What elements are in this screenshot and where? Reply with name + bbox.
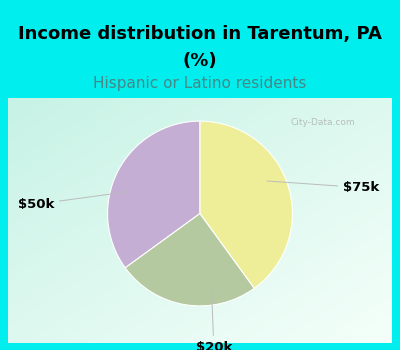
Text: $75k: $75k bbox=[267, 181, 380, 194]
Wedge shape bbox=[200, 121, 292, 288]
Text: $50k: $50k bbox=[18, 191, 129, 211]
Wedge shape bbox=[108, 121, 200, 268]
Wedge shape bbox=[125, 214, 254, 306]
Text: City-Data.com: City-Data.com bbox=[290, 118, 355, 127]
Text: Hispanic or Latino residents: Hispanic or Latino residents bbox=[93, 76, 307, 91]
Text: Income distribution in Tarentum, PA: Income distribution in Tarentum, PA bbox=[18, 25, 382, 43]
Text: $20k: $20k bbox=[196, 287, 232, 350]
Text: (%): (%) bbox=[183, 52, 217, 70]
